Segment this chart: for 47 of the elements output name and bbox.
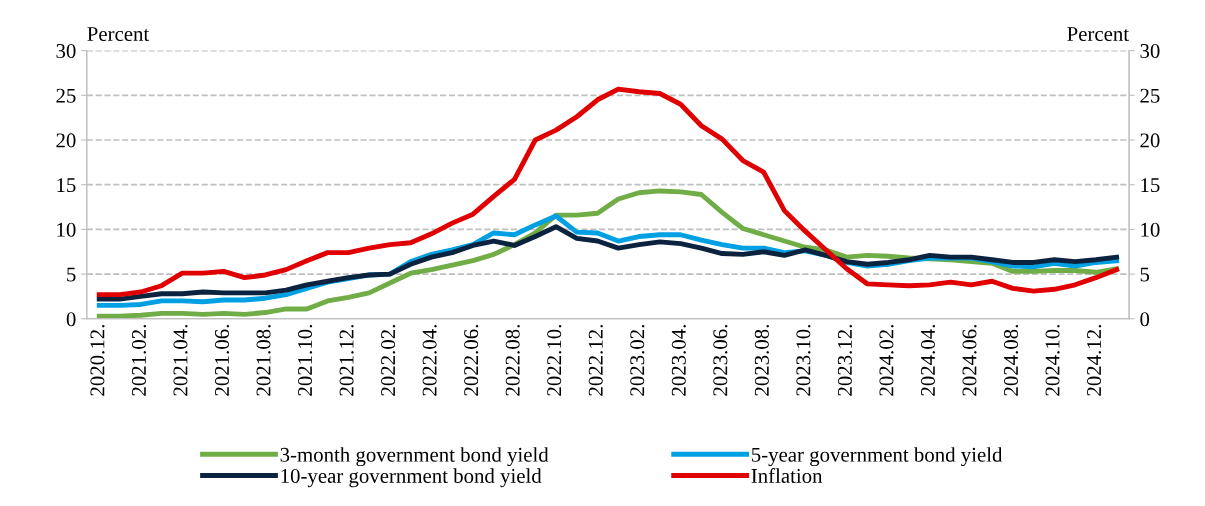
x-tick-label: 2023.12. (837, 325, 853, 396)
x-tick-label: 2022.08. (505, 325, 520, 396)
legend-label: 10-year government bond yield (281, 468, 542, 488)
x-tick-label: 2021.10. (298, 325, 313, 396)
y2-tick-label: 30 (1140, 43, 1160, 59)
y2-tick-label: 15 (1141, 178, 1160, 193)
x-tick-label: 2024.08. (1003, 325, 1019, 396)
y2-axis-title: Percent (1067, 27, 1129, 41)
y-tick-label: 30 (56, 43, 76, 59)
x-tick-label: 2021.06. (214, 325, 230, 396)
x-tick-label: 2023.02. (630, 325, 645, 396)
legend-label: 5-year government bond yield (751, 447, 1003, 467)
x-tick-label: 2021.08. (256, 325, 271, 396)
y-tick-label: 10 (57, 222, 76, 237)
x-tick-label: 2024.12. (1087, 325, 1102, 396)
x-tick-label: 2022.02. (381, 325, 396, 396)
x-tick-label: 2022.12. (588, 325, 603, 396)
y-tick-label: 15 (57, 178, 76, 193)
x-tick-label: 2022.06. (464, 325, 479, 396)
x-tick-label: 2021.04. (173, 325, 188, 396)
x-tick-label: 2020.12. (90, 325, 105, 396)
x-tick-label: 2024.06. (962, 325, 977, 396)
y2-tick-label: 25 (1140, 88, 1160, 103)
x-tick-label: 2024.02. (879, 325, 894, 396)
x-tick-label: 2022.04. (422, 325, 437, 396)
x-tick-label: 2022.10. (547, 325, 562, 396)
x-tick-label: 2023.04. (671, 325, 686, 396)
y-tick-label: 25 (56, 88, 76, 103)
y2-tick-label: 10 (1141, 222, 1160, 237)
x-tick-label: 2023.06. (713, 325, 728, 396)
y2-tick-label: 0 (1140, 312, 1150, 327)
line-series (96, 224, 1120, 302)
y2-tick-label: 20 (1140, 133, 1160, 148)
x-tick-label: 2024.10. (1045, 325, 1060, 396)
legend-label: 3-month government bond yield (280, 447, 549, 467)
line-series (96, 86, 1120, 298)
y-axis-title: Percent (87, 27, 150, 41)
y-tick-label: 20 (56, 133, 76, 148)
x-tick-label: 2021.12. (339, 325, 354, 396)
legend-label: Inflation (751, 468, 823, 483)
y-tick-label: 5 (67, 267, 76, 282)
y2-tick-label: 5 (1140, 267, 1150, 282)
x-tick-label: 2023.08. (754, 325, 769, 396)
x-tick-label: 2023.10. (796, 325, 811, 396)
x-tick-label: 2024.04. (920, 325, 936, 396)
x-tick-label: 2021.02. (131, 325, 147, 396)
y-tick-label: 0 (66, 312, 76, 327)
